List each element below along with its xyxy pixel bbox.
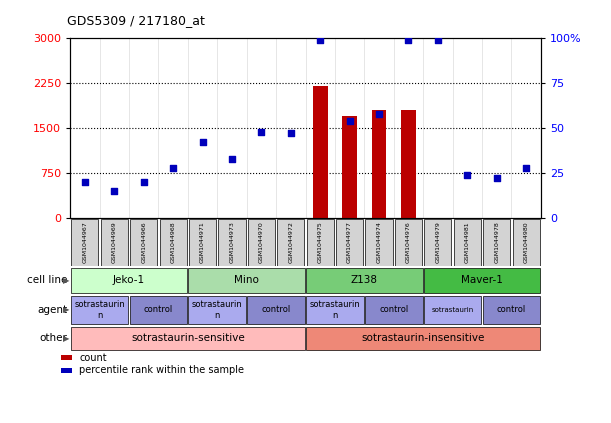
- Point: [286, 130, 296, 137]
- Bar: [365, 219, 392, 266]
- Text: Mino: Mino: [234, 275, 259, 285]
- Bar: [307, 219, 334, 266]
- Text: GSM1044966: GSM1044966: [141, 221, 146, 263]
- Bar: [277, 219, 304, 266]
- Text: GSM1044968: GSM1044968: [170, 221, 176, 263]
- Text: Jeko-1: Jeko-1: [113, 275, 145, 285]
- Bar: [130, 296, 188, 324]
- Point: [463, 171, 472, 178]
- Bar: [188, 296, 246, 324]
- Text: Maver-1: Maver-1: [461, 275, 503, 285]
- Bar: [130, 219, 157, 266]
- Text: GSM1044969: GSM1044969: [112, 221, 117, 263]
- Point: [139, 179, 148, 185]
- Text: GSM1044975: GSM1044975: [318, 221, 323, 263]
- Bar: [306, 327, 540, 350]
- Text: control: control: [497, 305, 526, 314]
- Text: GSM1044976: GSM1044976: [406, 221, 411, 263]
- Text: ▶: ▶: [63, 276, 70, 285]
- Bar: [454, 219, 481, 266]
- Bar: [342, 116, 357, 218]
- Bar: [424, 219, 452, 266]
- Point: [345, 118, 354, 124]
- Bar: [371, 110, 386, 218]
- Bar: [336, 219, 363, 266]
- Text: Z138: Z138: [351, 275, 378, 285]
- Bar: [188, 268, 305, 293]
- Bar: [71, 327, 305, 350]
- Bar: [101, 219, 128, 266]
- Bar: [247, 296, 305, 324]
- Text: count: count: [79, 353, 107, 363]
- Bar: [401, 110, 415, 218]
- Text: sotrastaurin
n: sotrastaurin n: [192, 300, 243, 319]
- Text: GSM1044973: GSM1044973: [230, 221, 235, 263]
- Point: [227, 155, 237, 162]
- Bar: [71, 268, 188, 293]
- Point: [168, 164, 178, 171]
- Text: sotrastaurin
n: sotrastaurin n: [310, 300, 360, 319]
- Text: GSM1044972: GSM1044972: [288, 221, 293, 263]
- Bar: [306, 268, 423, 293]
- Text: GSM1044974: GSM1044974: [376, 221, 381, 263]
- Text: control: control: [144, 305, 173, 314]
- Text: sotrastaurin-insensitive: sotrastaurin-insensitive: [362, 333, 485, 343]
- Text: sotrastaurin: sotrastaurin: [431, 307, 474, 313]
- Text: GSM1044980: GSM1044980: [524, 221, 529, 263]
- Bar: [159, 219, 187, 266]
- Bar: [71, 219, 98, 266]
- Text: sotrastaurin
n: sotrastaurin n: [75, 300, 125, 319]
- Text: GDS5309 / 217180_at: GDS5309 / 217180_at: [67, 14, 205, 27]
- Bar: [248, 219, 275, 266]
- Text: other: other: [39, 333, 67, 343]
- Bar: [395, 219, 422, 266]
- Point: [492, 175, 502, 182]
- Point: [109, 187, 119, 194]
- Text: percentile rank within the sample: percentile rank within the sample: [79, 365, 244, 375]
- Text: GSM1044979: GSM1044979: [435, 221, 441, 263]
- Text: agent: agent: [37, 305, 67, 315]
- Bar: [306, 296, 364, 324]
- Bar: [483, 219, 510, 266]
- Point: [198, 139, 208, 146]
- Text: sotrastaurin-sensitive: sotrastaurin-sensitive: [131, 333, 245, 343]
- Point: [433, 36, 443, 43]
- Bar: [61, 355, 72, 360]
- Text: GSM1044970: GSM1044970: [259, 221, 264, 263]
- Bar: [219, 219, 246, 266]
- Bar: [483, 296, 540, 324]
- Point: [315, 36, 325, 43]
- Point: [403, 36, 413, 43]
- Bar: [313, 86, 327, 218]
- Bar: [423, 296, 481, 324]
- Point: [374, 110, 384, 117]
- Bar: [423, 268, 540, 293]
- Bar: [513, 219, 540, 266]
- Text: cell line: cell line: [27, 275, 67, 285]
- Bar: [71, 296, 128, 324]
- Text: control: control: [379, 305, 408, 314]
- Bar: [189, 219, 216, 266]
- Point: [80, 179, 90, 185]
- Text: ▶: ▶: [63, 334, 70, 343]
- Text: control: control: [262, 305, 291, 314]
- Bar: [61, 368, 72, 373]
- Text: GSM1044981: GSM1044981: [465, 221, 470, 263]
- Point: [521, 164, 531, 171]
- Text: GSM1044971: GSM1044971: [200, 221, 205, 263]
- Text: GSM1044977: GSM1044977: [347, 221, 352, 263]
- Text: ▶: ▶: [63, 305, 70, 314]
- Bar: [365, 296, 423, 324]
- Text: GSM1044978: GSM1044978: [494, 221, 499, 263]
- Text: GSM1044967: GSM1044967: [82, 221, 87, 263]
- Point: [257, 128, 266, 135]
